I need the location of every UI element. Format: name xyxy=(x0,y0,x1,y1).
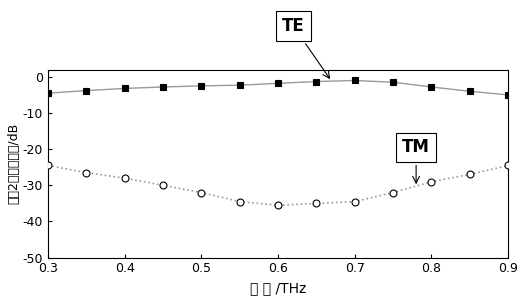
X-axis label: 频 率 /THz: 频 率 /THz xyxy=(250,281,306,295)
Text: TE: TE xyxy=(282,17,330,78)
Y-axis label: 端口2的输出功率/dB: 端口2的输出功率/dB xyxy=(7,123,20,204)
Text: TM: TM xyxy=(402,138,430,183)
